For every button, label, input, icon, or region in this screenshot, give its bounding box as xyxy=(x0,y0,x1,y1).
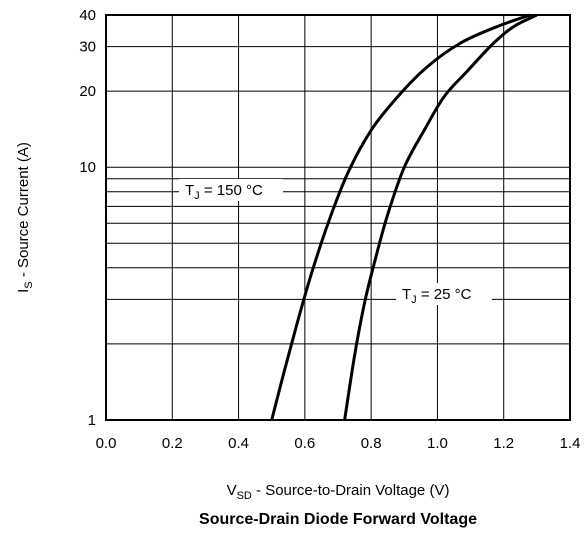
x-tick-label: 0.2 xyxy=(162,435,183,452)
y-tick-label: 10 xyxy=(79,159,96,176)
series-label-0: TJ = 150 °C xyxy=(185,182,263,202)
y-tick-labels: 1 10 20 30 40 xyxy=(79,7,96,429)
x-tick-label: 1.0 xyxy=(427,435,448,452)
y-axis-label-main: I xyxy=(15,289,32,293)
y-axis-label: IS - Source Current (A) xyxy=(15,142,35,293)
series-curves xyxy=(270,13,538,421)
series-labels: TJ = 150 °C TJ = 25 °C xyxy=(179,179,492,306)
plot-frame xyxy=(105,14,571,421)
x-tick-label: 1.4 xyxy=(560,435,581,452)
y-tick-label: 1 xyxy=(88,412,96,429)
y-axis-label-rest: - Source Current (A) xyxy=(15,142,32,281)
y-tick-label: 20 xyxy=(79,83,96,100)
series-label-backdrop xyxy=(179,179,283,201)
x-tick-label: 0.0 xyxy=(96,435,117,452)
x-tick-label: 0.6 xyxy=(294,435,315,452)
grid-lines xyxy=(106,15,570,420)
y-axis-label-sub: S xyxy=(23,281,35,288)
x-tick-label: 0.4 xyxy=(228,435,249,452)
series-curve-1 xyxy=(343,13,538,421)
x-axis-label-rest: - Source-to-Drain Voltage (V) xyxy=(252,482,450,499)
series-curve-0 xyxy=(270,13,531,421)
x-tick-labels: 0.0 0.2 0.4 0.6 0.8 1.0 1.2 1.4 xyxy=(96,435,581,452)
x-tick-label: 1.2 xyxy=(493,435,514,452)
x-axis-label-sub: SD xyxy=(237,490,252,502)
y-tick-label: 30 xyxy=(79,39,96,56)
series-label-backdrop xyxy=(396,283,492,305)
y-tick-label: 40 xyxy=(79,7,96,24)
x-tick-label: 0.8 xyxy=(361,435,382,452)
x-axis-label: VSD - Source-to-Drain Voltage (V) xyxy=(227,482,450,502)
x-axis-label-main: V xyxy=(227,482,237,499)
chart-title: Source-Drain Diode Forward Voltage xyxy=(199,511,477,528)
series-label-1: TJ = 25 °C xyxy=(402,286,472,306)
